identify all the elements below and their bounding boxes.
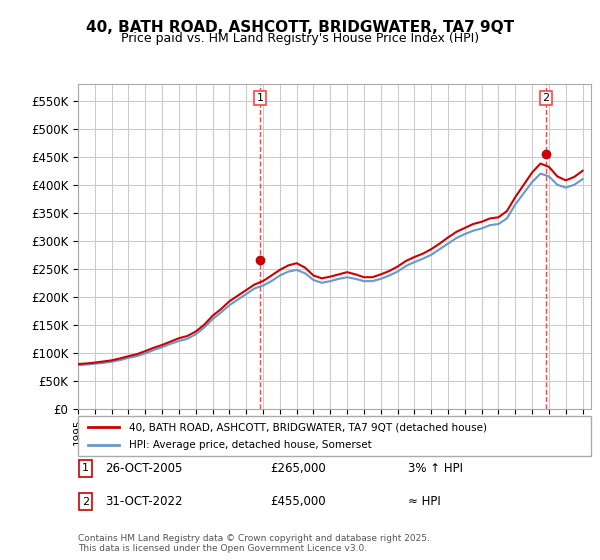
Text: Contains HM Land Registry data © Crown copyright and database right 2025.
This d: Contains HM Land Registry data © Crown c…	[78, 534, 430, 553]
Text: 2: 2	[82, 497, 89, 507]
Text: HPI: Average price, detached house, Somerset: HPI: Average price, detached house, Some…	[130, 440, 372, 450]
Text: ≈ HPI: ≈ HPI	[408, 495, 441, 508]
Text: £265,000: £265,000	[270, 461, 326, 475]
Text: Price paid vs. HM Land Registry's House Price Index (HPI): Price paid vs. HM Land Registry's House …	[121, 32, 479, 45]
Text: 40, BATH ROAD, ASHCOTT, BRIDGWATER, TA7 9QT (detached house): 40, BATH ROAD, ASHCOTT, BRIDGWATER, TA7 …	[130, 422, 487, 432]
Text: 26-OCT-2005: 26-OCT-2005	[105, 461, 182, 475]
Text: 40, BATH ROAD, ASHCOTT, BRIDGWATER, TA7 9QT: 40, BATH ROAD, ASHCOTT, BRIDGWATER, TA7 …	[86, 20, 514, 35]
Text: 31-OCT-2022: 31-OCT-2022	[105, 495, 182, 508]
FancyBboxPatch shape	[79, 493, 92, 510]
Text: 1: 1	[82, 463, 89, 473]
Text: 1: 1	[256, 93, 263, 103]
Text: £455,000: £455,000	[270, 495, 326, 508]
FancyBboxPatch shape	[79, 460, 92, 477]
FancyBboxPatch shape	[78, 416, 591, 456]
Text: 3% ↑ HPI: 3% ↑ HPI	[408, 461, 463, 475]
Text: 2: 2	[542, 93, 550, 103]
